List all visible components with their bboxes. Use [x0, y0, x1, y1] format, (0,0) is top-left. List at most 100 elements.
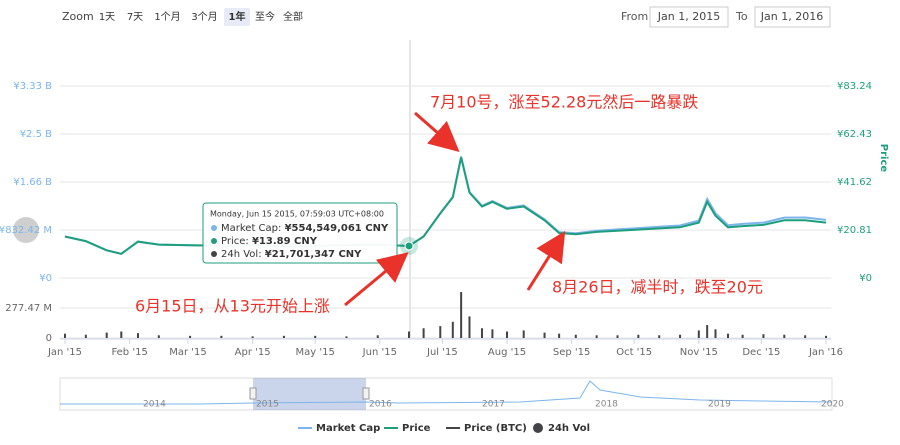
x-tick-label: Jul '15 [426, 347, 458, 358]
volume-bar [491, 329, 494, 338]
legend-item[interactable]: Market Cap [316, 423, 380, 434]
volume-bar [408, 331, 411, 338]
annotation-arrow [526, 230, 566, 291]
volume-bar [506, 331, 509, 338]
navigator-handle[interactable] [249, 387, 257, 400]
vol-tick-label: 277.47 M [5, 303, 52, 314]
navigator-label: 2019 [708, 400, 731, 410]
y-tick-label: ¥2.5 B [20, 129, 52, 140]
tooltip-row: Price: ¥13.89 CNY [221, 236, 318, 247]
volume-bar [574, 334, 577, 338]
volume-bar [451, 321, 454, 338]
navigator-selection[interactable] [253, 378, 366, 410]
x-tick-label: Aug '15 [488, 347, 526, 358]
volume-bar [251, 336, 254, 338]
zoom-button[interactable]: 全部 [283, 10, 303, 23]
volume-bar [314, 335, 317, 338]
navigator-label: 2014 [143, 400, 166, 410]
x-tick-label: Oct '15 [616, 347, 652, 358]
x-tick-label: Jan '15 [47, 347, 82, 358]
volume-bar [345, 336, 348, 338]
volume-bar [658, 335, 661, 338]
x-tick-label: Dec '15 [742, 347, 780, 358]
x-tick-label: Jan '16 [808, 347, 843, 358]
y2-tick-label: ¥20.81 [837, 225, 872, 236]
volume-bar [783, 334, 786, 338]
volume-bar [543, 332, 546, 338]
navigator-handle[interactable] [362, 387, 370, 400]
to-value: Jan 1, 2016 [760, 10, 823, 23]
zoom-button[interactable]: 1年 [229, 10, 246, 23]
from-label: From [621, 10, 648, 23]
volume-bar [136, 333, 139, 338]
y-tick-label: ¥832.42 M [0, 225, 52, 236]
from-value: Jan 1, 2015 [657, 10, 720, 23]
annotation: 7月10号，涨至52.28元然后一路暴跌 [430, 93, 698, 112]
volume-bar [558, 333, 561, 338]
zoom-button-bg [224, 8, 250, 26]
tooltip-date: Monday, Jun 15 2015, 07:59:03 UTC+08:00 [210, 210, 384, 219]
from-input[interactable] [649, 6, 729, 28]
volume-bar [714, 329, 717, 338]
x-tick-label: Sep '15 [553, 347, 591, 358]
legend-symbol [533, 423, 543, 433]
tooltip-dot [211, 225, 217, 231]
volume-bar [522, 330, 525, 338]
navigator-label: 2015 [256, 400, 279, 410]
navigator [59, 377, 833, 411]
legend-item[interactable]: Price [402, 423, 431, 434]
tooltip-label: Price: [221, 236, 249, 247]
volume-bar [762, 334, 765, 338]
volume-bar [84, 334, 87, 338]
y2-tick-label: ¥0 [859, 273, 872, 284]
volume-bar [468, 316, 471, 338]
volume-bar [157, 335, 160, 338]
y-tick-label: ¥1.66 B [13, 177, 52, 188]
y2-tick-label: ¥83.24 [837, 81, 872, 92]
volume-bar [706, 325, 709, 338]
zoom-button[interactable]: 1个月 [154, 11, 180, 23]
volume-bar [460, 292, 463, 338]
volume-bar [189, 335, 192, 338]
volume-bar [376, 335, 379, 338]
x-tick-label: Mar '15 [169, 347, 207, 358]
annotation-arrow [414, 111, 460, 152]
zoom-button[interactable]: 至今 [255, 10, 275, 23]
volume-bar [679, 334, 682, 338]
tooltip-dot [211, 251, 217, 257]
volume-bar [422, 328, 425, 338]
vol-tick-label: 0 [46, 333, 52, 344]
navigator-line [60, 380, 833, 405]
volume-bar [282, 335, 285, 338]
y-tick-label: ¥0 [39, 273, 52, 284]
zoom-button[interactable]: 3个月 [191, 11, 217, 23]
annotation: 8月26日，减半时，跌至20元 [552, 278, 763, 297]
zoom-button[interactable]: 1天 [99, 12, 115, 23]
annotation: 6月15日，从13元开始上涨 [135, 297, 330, 316]
x-tick-label: Apr '15 [235, 347, 271, 358]
x-tick-label: May '15 [296, 347, 335, 358]
tooltip-row: Market Cap: ¥554,549,061 CNY [221, 223, 389, 234]
volume-bar [120, 331, 123, 338]
tooltip-value: ¥554,549,061 CNY [285, 223, 389, 234]
annotation-arrow [344, 252, 409, 307]
y-tick-label: ¥3.33 B [13, 81, 52, 92]
zoom-button[interactable]: 7天 [127, 12, 143, 23]
volume-bar [595, 335, 598, 338]
navigator-label: 2020 [821, 400, 844, 410]
tooltip-label: Market Cap: [221, 223, 281, 234]
volume-bar [64, 333, 66, 338]
volume-bar [480, 328, 483, 338]
tooltip [202, 202, 398, 264]
tooltip-value: ¥13.89 CNY [252, 236, 318, 247]
to-label: To [735, 10, 748, 23]
volume-bar [741, 334, 744, 338]
to-input[interactable] [754, 6, 831, 28]
axis-highlight [13, 217, 39, 243]
volume-bar [697, 330, 700, 338]
legend-item[interactable]: 24h Vol [548, 423, 590, 434]
legend-item[interactable]: Price (BTC) [464, 423, 527, 434]
x-tick-label: Jun '15 [362, 347, 397, 358]
x-tick-label: Nov '15 [680, 347, 718, 358]
